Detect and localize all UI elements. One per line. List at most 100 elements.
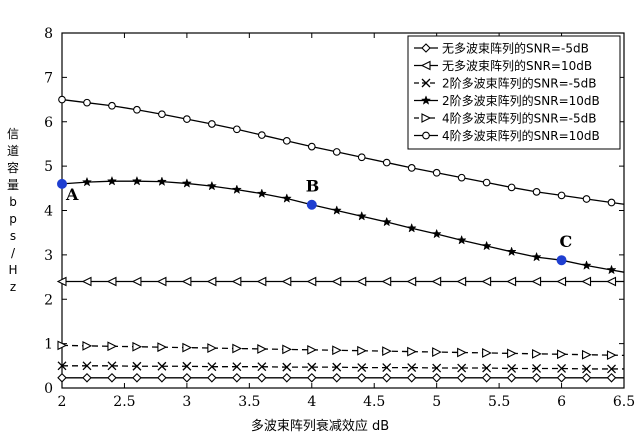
marker-diamond xyxy=(581,373,592,383)
marker-circle xyxy=(58,95,66,104)
x-tick-label: 3.5 xyxy=(238,394,260,410)
legend: 无多波束阵列的SNR=-5dB 无多波束阵列的SNR=10dB 2阶多波束阵列的SN… xyxy=(407,35,621,150)
marker-triangle-left xyxy=(156,276,167,287)
marker-star xyxy=(106,175,118,186)
marker-triangle-right xyxy=(581,349,592,360)
marker-diamond xyxy=(456,373,467,383)
marker-star xyxy=(456,234,467,245)
marker-x xyxy=(232,362,242,372)
x-tick-label: 5.5 xyxy=(488,394,510,410)
marker-triangle-right xyxy=(457,347,467,358)
marker-star xyxy=(181,178,192,188)
marker-x xyxy=(457,363,467,373)
marker-x xyxy=(57,361,67,371)
marker-triangle-right xyxy=(507,348,517,359)
marker-x xyxy=(582,364,591,374)
marker-circle xyxy=(422,131,430,140)
legend-entry-2: 无多波束阵列的SNR=10dB xyxy=(414,58,592,73)
marker-circle xyxy=(183,115,191,123)
marker-diamond xyxy=(306,373,317,383)
marker-diamond xyxy=(606,373,617,383)
marker-diamond xyxy=(531,373,542,383)
marker-circle xyxy=(332,148,341,156)
marker-triangle-left xyxy=(481,276,492,287)
marker-star xyxy=(531,251,542,262)
y-tick-label: 6 xyxy=(44,115,53,131)
marker-triangle-right xyxy=(606,350,617,361)
annotation-label-c: C xyxy=(560,232,573,251)
marker-triangle-right xyxy=(107,341,118,352)
marker-x xyxy=(607,364,616,374)
marker-triangle-right xyxy=(382,346,392,357)
marker-star xyxy=(281,193,292,203)
x-tick-label: 6 xyxy=(557,394,566,410)
marker-diamond xyxy=(331,373,342,383)
marker-diamond xyxy=(431,373,442,383)
marker-star xyxy=(406,222,417,233)
y-tick-label: 1 xyxy=(44,337,53,353)
marker-triangle-left xyxy=(381,276,392,287)
marker-circle xyxy=(582,195,591,203)
marker-triangle-right xyxy=(282,344,293,355)
series-2 xyxy=(56,276,624,287)
marker-circle xyxy=(83,98,91,107)
marker-diamond xyxy=(232,373,242,383)
x-tick-label: 5 xyxy=(432,394,441,410)
marker-diamond xyxy=(282,373,292,383)
y-tick-label: 3 xyxy=(44,248,53,264)
marker-circle xyxy=(208,120,216,128)
marker-triangle-left xyxy=(81,276,92,287)
marker-triangle-left xyxy=(306,276,317,287)
marker-star xyxy=(581,260,592,270)
marker-star xyxy=(431,228,442,239)
marker-triangle-right xyxy=(182,342,193,353)
marker-x xyxy=(432,363,442,373)
marker-x xyxy=(157,361,167,371)
marker-diamond xyxy=(257,373,267,383)
marker-x xyxy=(107,361,117,371)
marker-triangle-right xyxy=(421,113,432,123)
series-1 xyxy=(57,373,624,383)
legend-label: 4阶多波束阵列的SNR=-5dB xyxy=(442,111,596,126)
marker-star xyxy=(331,205,342,215)
x-tick-label: 6.5 xyxy=(613,394,635,410)
legend-entry-5: 4阶多波束阵列的SNR=-5dB xyxy=(414,111,596,126)
marker-triangle-right xyxy=(407,346,417,357)
marker-diamond xyxy=(406,373,417,383)
marker-triangle-left xyxy=(556,276,567,287)
marker-triangle-left xyxy=(281,276,292,287)
series-line xyxy=(62,365,624,370)
marker-x xyxy=(257,362,267,372)
marker-diamond xyxy=(57,373,67,383)
y-tick-label: 8 xyxy=(44,26,53,42)
marker-triangle-left xyxy=(206,276,217,287)
marker-x xyxy=(332,362,342,372)
marker-diamond xyxy=(132,373,142,383)
marker-circle xyxy=(507,183,516,192)
marker-x xyxy=(421,78,431,88)
marker-triangle-right xyxy=(557,349,567,360)
y-axis-label-char: 信 xyxy=(6,126,19,141)
marker-star xyxy=(506,246,517,257)
legend-label: 无多波束阵列的SNR=-5dB xyxy=(442,41,589,56)
marker-circle xyxy=(357,153,366,162)
y-axis-label-char: 道 xyxy=(6,143,19,158)
marker-diamond xyxy=(182,373,192,383)
marker-x xyxy=(532,364,542,373)
marker-triangle-left xyxy=(531,276,542,287)
marker-star xyxy=(156,176,167,186)
x-tick-label: 4 xyxy=(307,394,316,410)
marker-x xyxy=(82,361,92,371)
marker-diamond xyxy=(506,373,517,383)
marker-circle xyxy=(382,158,391,167)
marker-triangle-right xyxy=(482,348,492,358)
marker-x xyxy=(307,362,317,372)
marker-star xyxy=(381,216,392,227)
series-6 xyxy=(58,95,625,207)
marker-triangle-left xyxy=(431,276,442,287)
legend-entry-6: 4阶多波束阵列的SNR=10dB xyxy=(414,128,600,143)
annotations: A B C xyxy=(57,177,573,266)
y-tick-label: 7 xyxy=(44,70,53,86)
